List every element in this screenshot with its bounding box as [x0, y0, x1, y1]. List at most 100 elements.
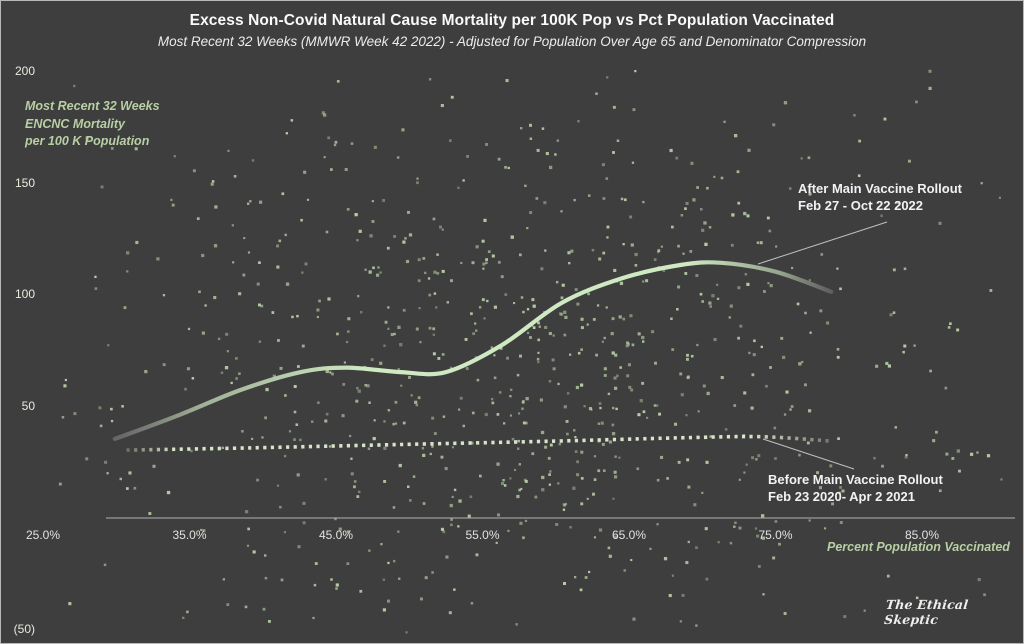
scatter-point — [252, 550, 256, 554]
scatter-point — [600, 421, 604, 425]
scatter-point — [323, 113, 327, 117]
scatter-point — [614, 535, 618, 539]
scatter-point — [687, 485, 691, 489]
scatter-point — [705, 460, 709, 464]
scatter-point — [416, 177, 419, 180]
scatter-point — [908, 159, 911, 163]
scatter-point — [836, 267, 839, 270]
scatter-point — [598, 402, 602, 405]
scatter-point — [379, 271, 382, 274]
scatter-point — [504, 166, 507, 169]
scatter-point — [603, 367, 607, 371]
scatter-point — [238, 372, 241, 375]
scatter-point — [743, 391, 747, 395]
scatter-point — [284, 394, 287, 397]
scatter-point — [355, 399, 359, 403]
scatter-point — [529, 211, 533, 214]
scatter-point — [547, 456, 551, 460]
scatter-point — [789, 408, 792, 411]
scatter-point — [417, 396, 421, 400]
scatter-point — [892, 268, 896, 272]
scatter-point — [677, 244, 680, 248]
watermark: The Ethical Skeptic — [883, 597, 970, 627]
scatter-point — [432, 327, 436, 331]
scatter-point — [642, 340, 645, 343]
scatter-point — [241, 430, 244, 433]
scatter-point — [708, 226, 712, 229]
scatter-point — [808, 279, 811, 282]
scatter-point — [325, 412, 329, 416]
scatter-point — [858, 139, 861, 143]
scatter-point — [217, 337, 221, 341]
scatter-point — [350, 142, 354, 145]
y-axis-title-line: Most Recent 32 Weeks — [25, 99, 160, 113]
scatter-point — [336, 332, 339, 336]
scatter-point — [658, 412, 661, 416]
scatter-point — [656, 523, 659, 526]
scatter-point — [334, 517, 337, 521]
scatter-point — [297, 365, 300, 368]
scatter-point — [396, 156, 400, 159]
scatter-point — [634, 264, 638, 267]
scatter-point — [976, 451, 979, 454]
scatter-point — [497, 157, 501, 161]
scatter-point — [334, 140, 338, 144]
scatter-point — [761, 536, 765, 540]
scatter-point — [224, 366, 229, 370]
scatter-point — [605, 177, 609, 180]
scatter-point — [839, 486, 842, 489]
scatter-point — [630, 388, 634, 392]
scatter-point — [85, 136, 89, 140]
scatter-point — [502, 479, 505, 482]
scatter-point — [372, 266, 375, 270]
scatter-point — [387, 327, 390, 330]
scatter-point — [555, 280, 559, 284]
scatter-point — [575, 385, 579, 390]
scatter-point — [490, 397, 494, 401]
scatter-point — [457, 525, 460, 528]
scatter-point — [670, 317, 673, 320]
scatter-point — [213, 296, 217, 300]
scatter-point — [380, 543, 383, 546]
scatter-point — [313, 583, 317, 587]
scatter-point — [68, 602, 72, 606]
scatter-point — [660, 455, 664, 459]
scatter-point — [745, 463, 748, 466]
scatter-point — [312, 616, 315, 620]
scatter-point — [450, 279, 453, 283]
scatter-point — [679, 620, 682, 623]
scatter-point — [246, 544, 250, 547]
scatter-point — [685, 201, 689, 205]
scatter-point — [540, 267, 544, 271]
x-tick-label: 65.0% — [611, 528, 647, 542]
scatter-point — [433, 292, 437, 295]
scatter-point — [568, 262, 571, 265]
scatter-point — [606, 225, 610, 229]
scatter-point — [947, 326, 951, 329]
scatter-point — [350, 457, 353, 460]
scatter-point — [574, 450, 578, 453]
scatter-point — [449, 366, 453, 369]
scatter-point — [774, 457, 777, 460]
scatter-point — [354, 213, 358, 217]
scatter-point — [666, 477, 669, 480]
scatter-point — [685, 414, 688, 417]
scatter-point — [251, 437, 254, 440]
x-tick-label: 25.0% — [25, 528, 61, 542]
scatter-point — [497, 260, 501, 264]
scatter-point — [288, 430, 292, 433]
scatter-point — [152, 464, 156, 468]
scatter-point — [245, 510, 249, 514]
scatter-point — [738, 526, 742, 530]
scatter-point — [574, 576, 577, 579]
scatter-point — [382, 608, 386, 612]
scatter-point — [529, 123, 532, 127]
scatter-point — [357, 389, 361, 393]
scatter-point — [441, 269, 445, 273]
scatter-point — [271, 311, 275, 314]
scatter-point — [448, 611, 452, 615]
scatter-point — [757, 454, 761, 458]
scatter-point — [359, 589, 363, 593]
scatter-point — [356, 239, 359, 242]
